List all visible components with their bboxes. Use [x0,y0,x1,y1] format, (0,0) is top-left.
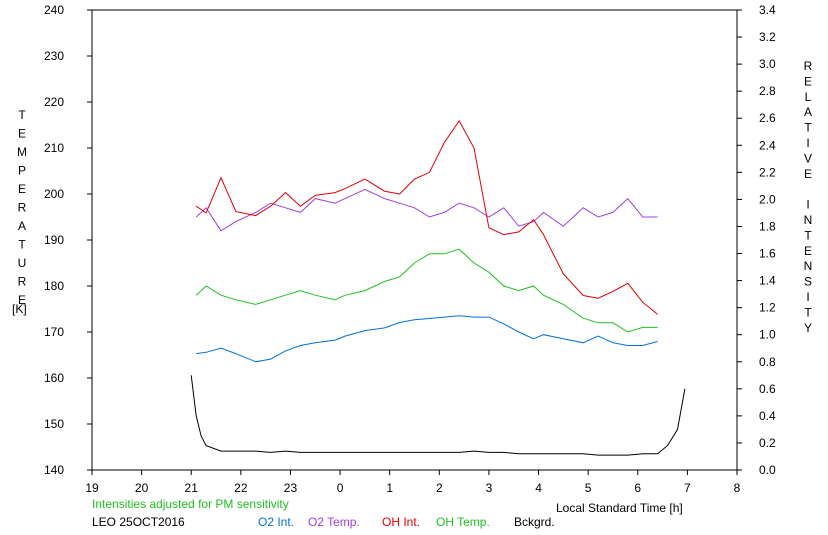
left-axis-title-letter: E [18,127,26,141]
y-right-tick-label: 0.8 [759,355,776,369]
y-left-tick-label: 170 [44,325,64,339]
o2-int-line [196,315,658,363]
x-tick-label: 7 [684,481,691,495]
x-tick-label: 1 [386,481,393,495]
right-axis-title-letter: T [804,228,812,242]
y-left-tick-label: 220 [44,95,64,109]
left-y-axis: 140 150 160 170 180 190 200 210 220 230 240 [44,3,92,477]
right-axis-title-letter: I [806,290,809,304]
oh-temp-line [195,248,658,333]
y-left-tick-label: 190 [44,233,64,247]
x-axis-title: Local Standard Time [h] [556,501,683,515]
x-tick-label: 4 [535,481,542,495]
pm-note: Intensities adjusted for PM sensitivity [92,497,289,511]
station-date: LEO 25OCT2016 [92,515,185,529]
y-right-tick-label: 1.8 [759,219,776,233]
y-right-tick-label: 0.4 [759,409,776,423]
y-right-tick-label: 1.0 [759,328,776,342]
right-axis-title-letter: T [804,305,812,319]
y-right-tick-label: 0.0 [759,463,776,477]
left-axis-title-letter: E [18,182,26,196]
y-right-tick-label: 2.6 [759,111,776,125]
left-axis-title-letter: A [18,219,26,233]
x-axis: 19 20 21 22 23 0 1 2 3 4 5 6 7 8 [85,470,741,495]
x-tick-label: 0 [337,481,344,495]
left-axis-title-letter: U [18,256,27,270]
y-right-tick-label: 0.6 [759,382,776,396]
legend-oh-temp: OH Temp. [436,515,490,529]
left-axis-title-letter: T [18,238,26,252]
y-right-tick-label: 3.0 [759,57,776,71]
y-right-tick-label: 3.2 [759,30,776,44]
right-axis-title-letter: I [806,198,809,212]
x-tick-label: 2 [436,481,443,495]
left-axis-title-letter: R [18,201,27,215]
y-right-tick-label: 1.6 [759,247,776,261]
y-left-tick-label: 240 [44,3,64,17]
bckgrd-line [190,375,686,456]
x-tick-label: 5 [585,481,592,495]
x-tick-label: 6 [634,481,641,495]
right-axis-title-letter: V [804,151,812,165]
x-tick-label: 8 [734,481,741,495]
left-axis-title-letter: M [17,145,27,159]
y-right-tick-label: 1.2 [759,301,776,315]
x-tick-label: 20 [135,481,149,495]
right-axis-title-letter: S [804,275,812,289]
y-left-tick-label: 160 [44,371,64,385]
right-axis-title-letter: E [804,244,812,258]
y-left-tick-label: 210 [44,141,64,155]
right-axis-title-letter: I [806,136,809,150]
y-left-tick-label: 150 [44,417,64,431]
y-left-tick-label: 140 [44,463,64,477]
right-axis-title-letter: A [804,105,812,119]
legend-oh-int: OH Int. [382,515,420,529]
right-axis-title-letter: E [804,167,812,181]
o2-temp-line [195,188,658,232]
y-right-tick-label: 3.4 [759,3,776,17]
x-tick-label: 21 [185,481,199,495]
x-tick-label: 23 [284,481,298,495]
right-axis-title-letter: L [805,90,812,104]
right-axis-title-letter: R [804,59,813,73]
oh-int-line [195,119,658,315]
y-right-tick-label: 2.0 [759,192,776,206]
y-left-tick-label: 200 [44,187,64,201]
legend-o2-temp: O2 Temp. [308,515,360,529]
right-axis-title-letter: E [804,74,812,88]
legend-o2-int: O2 Int. [258,515,294,529]
left-axis-title-letter: P [18,164,26,178]
legend-bckgrd: Bckgrd. [514,515,555,529]
right-axis-title-letter: N [804,259,813,273]
y-right-tick-label: 2.8 [759,84,776,98]
y-left-tick-label: 230 [44,49,64,63]
right-axis-title-letter: N [804,213,813,227]
x-tick-label: 19 [85,481,99,495]
left-axis-title-letter: R [18,275,27,289]
y-right-tick-label: 0.2 [759,436,776,450]
y-right-tick-label: 1.4 [759,274,776,288]
right-axis-title-letter: Y [804,321,812,335]
x-tick-label: 22 [234,481,248,495]
right-y-axis: 0.0 0.2 0.4 0.6 0.8 1.0 1.2 1.4 1.6 1.8 2.0 2.2 2.4 2… [737,3,776,477]
left-axis-title-letter: E [18,293,26,307]
y-right-tick-label: 2.4 [759,138,776,152]
x-tick-label: 3 [486,481,493,495]
series-layer [190,119,686,456]
plot-frame [91,9,738,471]
left-axis-title-letter: T [18,108,26,122]
y-right-tick-label: 2.2 [759,165,776,179]
left-axis-unit: [K] [12,302,27,316]
y-left-tick-label: 180 [44,279,64,293]
right-axis-title-letter: T [804,121,812,135]
